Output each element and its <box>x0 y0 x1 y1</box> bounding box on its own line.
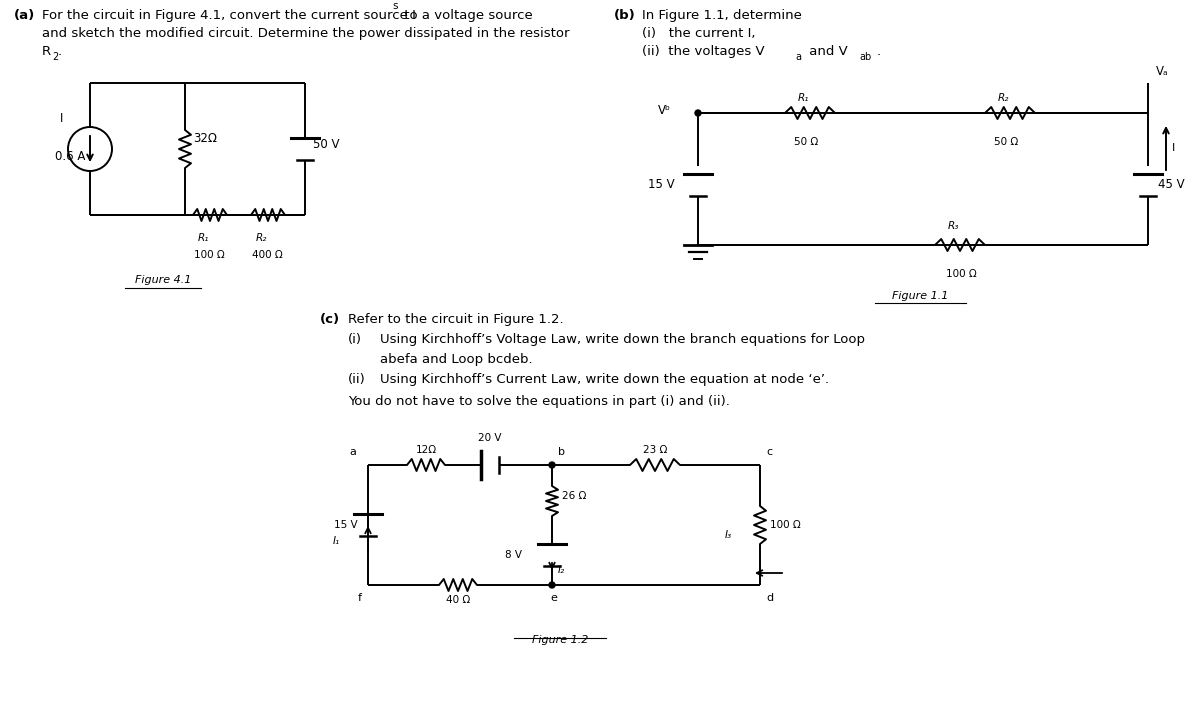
Text: 100 Ω: 100 Ω <box>194 250 224 260</box>
Text: 100 Ω: 100 Ω <box>946 269 977 279</box>
Text: (c): (c) <box>320 313 340 326</box>
Text: (i): (i) <box>348 333 362 346</box>
Text: I: I <box>60 112 64 126</box>
Text: 50 Ω: 50 Ω <box>994 137 1019 147</box>
Text: 50 Ω: 50 Ω <box>794 137 818 147</box>
Text: 400 Ω: 400 Ω <box>252 250 283 260</box>
Text: 50 V: 50 V <box>313 138 340 150</box>
Text: abefa and Loop bcdeb.: abefa and Loop bcdeb. <box>380 353 533 366</box>
Text: (ii): (ii) <box>348 373 366 386</box>
Text: For the circuit in Figure 4.1, convert the current source I: For the circuit in Figure 4.1, convert t… <box>42 9 416 22</box>
Circle shape <box>695 110 701 116</box>
Text: Figure 1.1: Figure 1.1 <box>892 291 948 301</box>
Text: e: e <box>551 593 558 603</box>
Text: 8 V: 8 V <box>505 550 522 560</box>
Text: You do not have to solve the equations in part (i) and (ii).: You do not have to solve the equations i… <box>348 395 730 408</box>
Text: d: d <box>766 593 773 603</box>
Text: 2: 2 <box>52 52 59 62</box>
Text: I₂: I₂ <box>558 565 565 575</box>
Text: R₁: R₁ <box>798 93 809 103</box>
Text: Using Kirchhoff’s Voltage Law, write down the branch equations for Loop: Using Kirchhoff’s Voltage Law, write dow… <box>380 333 865 346</box>
Text: 20 V: 20 V <box>479 433 502 443</box>
Text: I: I <box>1172 143 1175 153</box>
Text: 15 V: 15 V <box>335 520 358 530</box>
Text: I₃: I₃ <box>725 530 732 540</box>
Text: R₃: R₃ <box>948 221 959 231</box>
Text: b: b <box>558 447 565 457</box>
Text: (i)   the current I,: (i) the current I, <box>642 27 756 40</box>
Text: 15 V: 15 V <box>648 179 674 191</box>
Text: Figure 4.1: Figure 4.1 <box>134 275 191 285</box>
Text: Refer to the circuit in Figure 1.2.: Refer to the circuit in Figure 1.2. <box>348 313 564 326</box>
Text: c: c <box>766 447 772 457</box>
Text: a: a <box>349 447 356 457</box>
Text: 45 V: 45 V <box>1158 179 1184 191</box>
Text: f: f <box>358 593 362 603</box>
Text: .: . <box>877 45 881 58</box>
Text: (ii)  the voltages V: (ii) the voltages V <box>642 45 764 58</box>
Text: and sketch the modified circuit. Determine the power dissipated in the resistor: and sketch the modified circuit. Determi… <box>42 27 570 40</box>
Circle shape <box>550 462 554 468</box>
Text: 23 Ω: 23 Ω <box>643 445 667 455</box>
Text: s: s <box>392 1 397 11</box>
Text: R₁: R₁ <box>198 233 209 243</box>
Text: a: a <box>796 52 802 62</box>
Text: 40 Ω: 40 Ω <box>446 595 470 605</box>
Text: .: . <box>58 45 62 58</box>
Text: 12Ω: 12Ω <box>415 445 437 455</box>
Text: R: R <box>42 45 52 58</box>
Text: to a voltage source: to a voltage source <box>400 9 533 22</box>
Text: 100 Ω: 100 Ω <box>770 520 800 530</box>
Text: ab: ab <box>859 52 871 62</box>
Text: Vᵇ: Vᵇ <box>658 105 671 117</box>
Text: Vₐ: Vₐ <box>1156 65 1169 78</box>
Text: 32Ω: 32Ω <box>193 132 217 146</box>
Text: R₂: R₂ <box>998 93 1009 103</box>
Text: R₂: R₂ <box>256 233 268 243</box>
Text: 0.6 A: 0.6 A <box>55 150 85 164</box>
Text: 26 Ω: 26 Ω <box>562 491 587 501</box>
Text: I₁: I₁ <box>332 536 340 546</box>
Circle shape <box>550 582 554 588</box>
Text: Using Kirchhoff’s Current Law, write down the equation at node ‘e’.: Using Kirchhoff’s Current Law, write dow… <box>380 373 829 386</box>
Text: and V: and V <box>805 45 847 58</box>
Text: (a): (a) <box>14 9 35 22</box>
Text: Figure 1.2: Figure 1.2 <box>532 635 588 645</box>
Text: In Figure 1.1, determine: In Figure 1.1, determine <box>642 9 802 22</box>
Text: (b): (b) <box>614 9 636 22</box>
